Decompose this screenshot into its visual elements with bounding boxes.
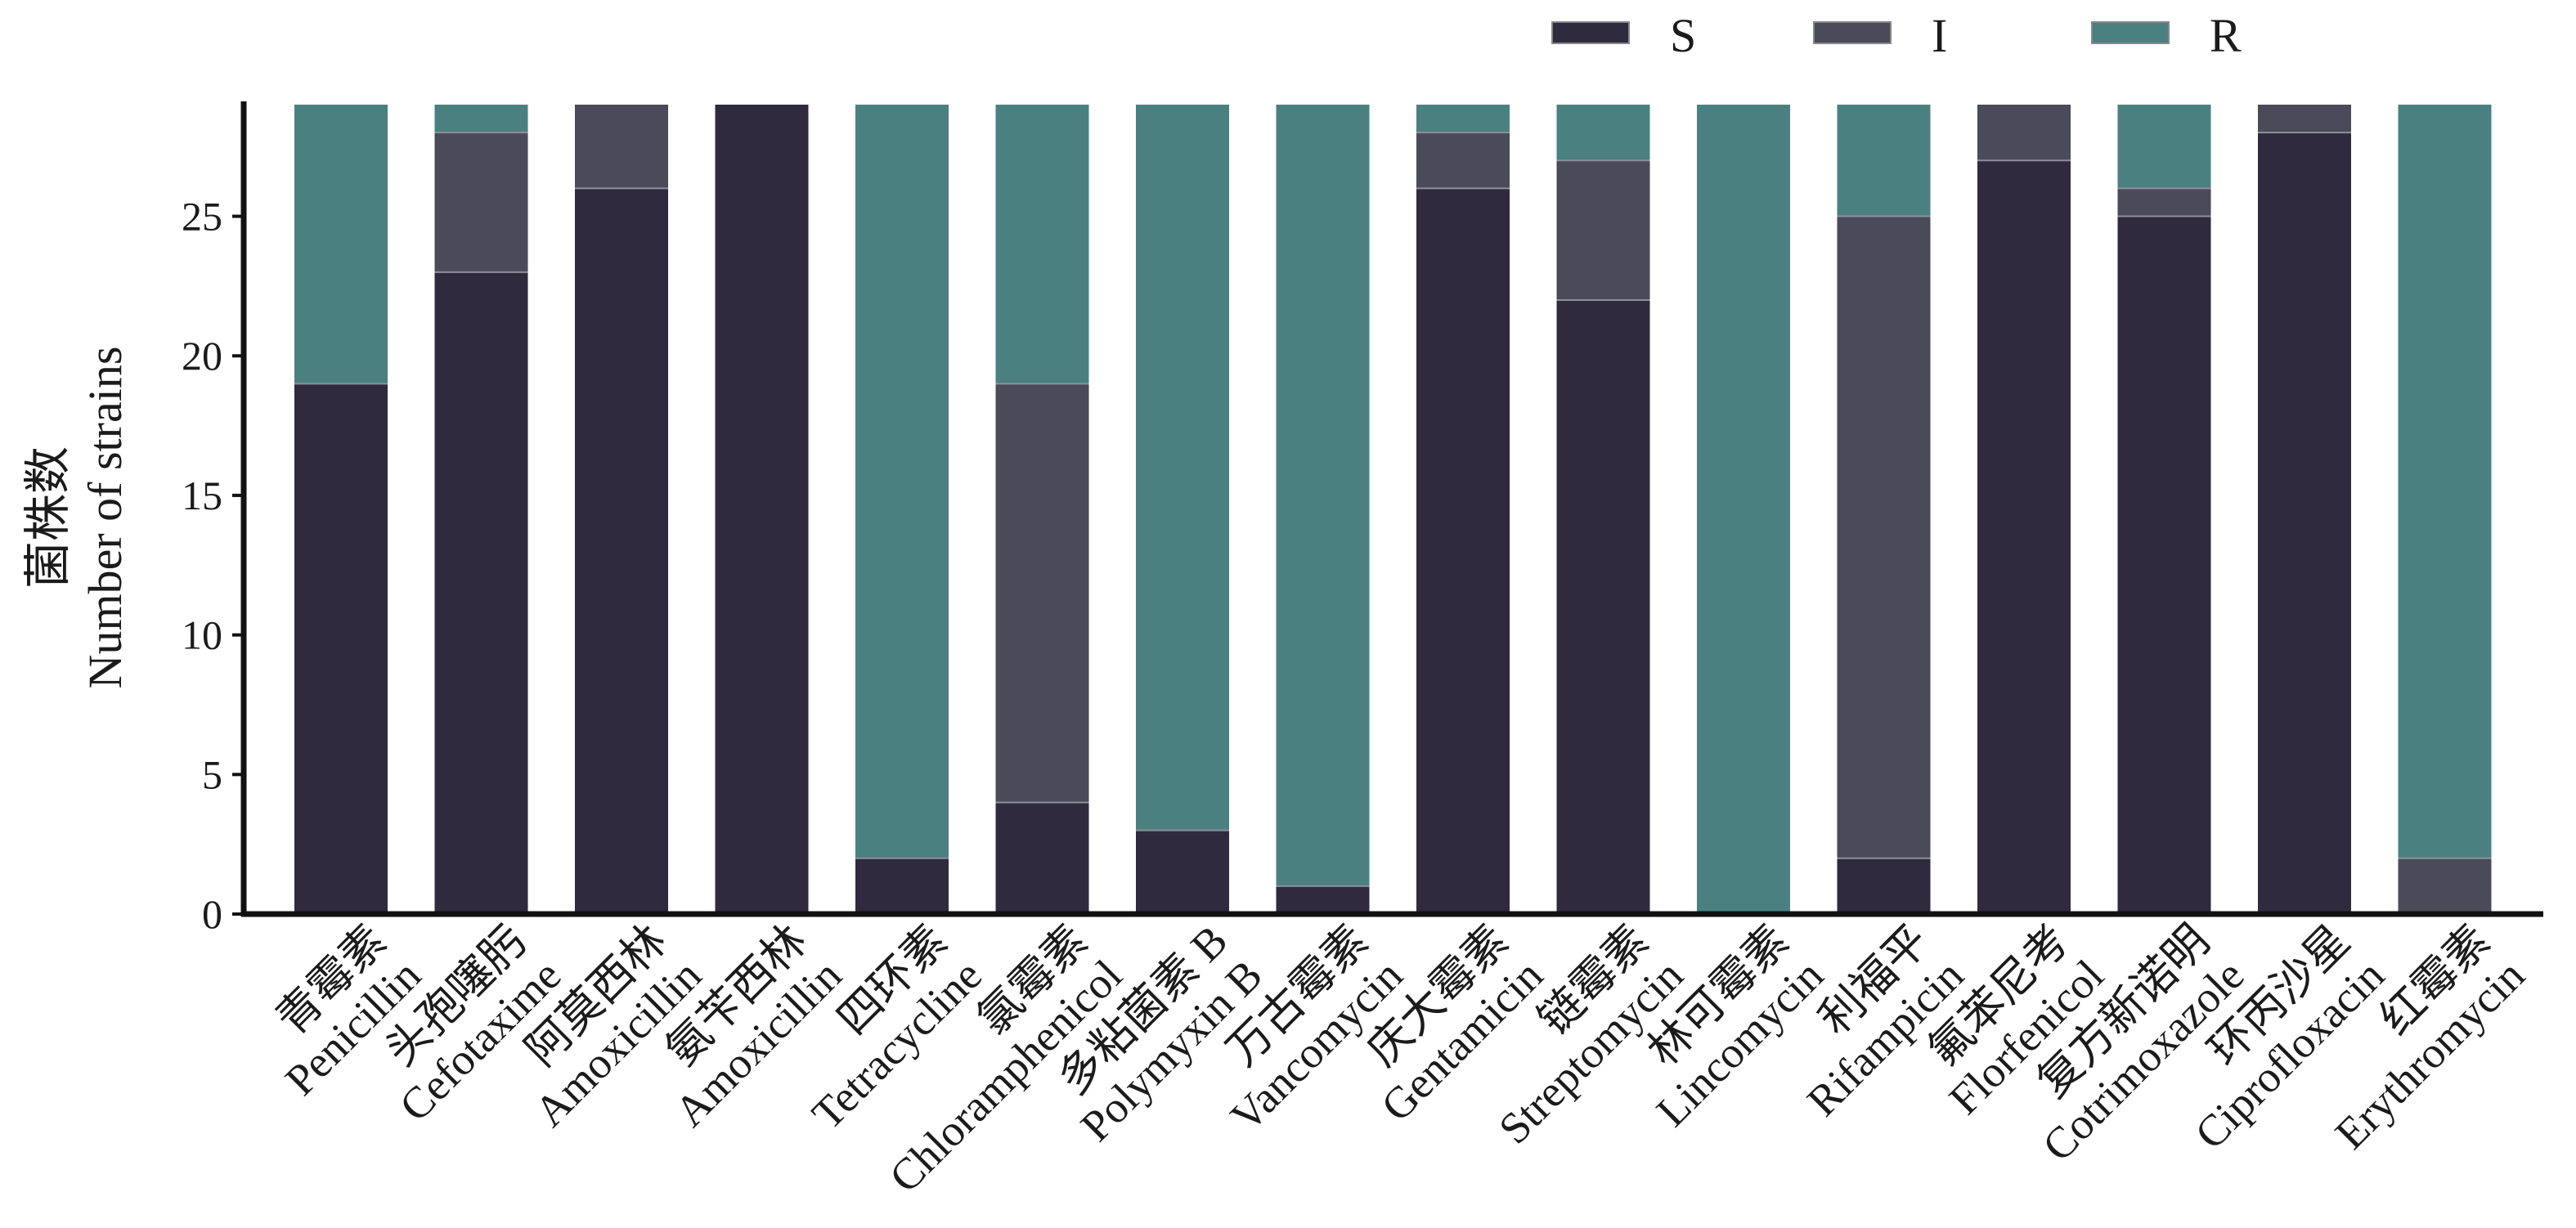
bar-segment-s xyxy=(855,858,949,914)
bar-segment-i xyxy=(995,383,1089,803)
bars xyxy=(294,105,2492,915)
bar-segment-s xyxy=(1977,160,2071,914)
bar-segment-r xyxy=(1556,105,1650,161)
bar-segment-r xyxy=(1697,105,1790,914)
legend-label-r: R xyxy=(2210,9,2242,62)
bar-segment-s xyxy=(1837,858,1931,914)
bar-segment-r xyxy=(2117,105,2211,189)
legend-label-s: S xyxy=(1670,9,1696,62)
y-axis-title-cn: 菌株数 xyxy=(21,446,74,589)
bar-segment-s xyxy=(2117,216,2211,914)
bar-segment-i xyxy=(1837,216,1931,858)
bar-segment-i xyxy=(434,132,528,272)
bar-segment-r xyxy=(294,105,388,384)
legend-swatch-i xyxy=(1813,21,1892,44)
bar-segment-i xyxy=(2398,858,2492,914)
y-axis-title-en: Number of strains xyxy=(79,347,132,689)
bar-segment-i xyxy=(575,105,668,189)
bar-segment-r xyxy=(1837,105,1931,217)
bar-segment-s xyxy=(1556,299,1650,915)
bar-segment-s xyxy=(294,383,388,914)
bar-segment-i xyxy=(2117,188,2211,217)
bar-segment-s xyxy=(2258,132,2351,914)
bar-segment-r xyxy=(434,105,528,133)
y-tick-label: 0 xyxy=(202,891,222,937)
bar-segment-r xyxy=(1416,105,1510,133)
bar-segment-s xyxy=(1136,830,1229,914)
bar-segment-r xyxy=(1136,105,1229,831)
bar-segment-r xyxy=(995,105,1089,384)
legend-swatch-s xyxy=(1551,21,1630,44)
y-tick-label: 25 xyxy=(182,194,222,240)
bar-segment-s xyxy=(715,105,809,914)
axes: 0 5 10 15 20 25 xyxy=(182,101,2543,937)
y-tick-label: 20 xyxy=(182,333,222,379)
legend-swatch-r xyxy=(2091,21,2170,44)
y-tick-label: 5 xyxy=(202,751,222,797)
bar-segment-r xyxy=(2398,105,2492,858)
x-axis-labels: 青霉素Penicillin头孢噻肟Cefotaxime阿莫西林Amoxicill… xyxy=(267,916,2534,1202)
legend-label-i: I xyxy=(1932,9,1947,62)
bar-segment-i xyxy=(2258,105,2351,133)
bar-segment-s xyxy=(575,188,668,914)
y-tick-label: 15 xyxy=(182,473,222,518)
bar-segment-s xyxy=(1416,188,1510,914)
bar-segment-r xyxy=(1276,105,1370,886)
bar-segment-r xyxy=(855,105,949,858)
bar-segment-i xyxy=(1416,132,1510,189)
y-tick-label: 10 xyxy=(182,612,222,658)
bar-segment-s xyxy=(1276,885,1370,914)
bar-segment-s xyxy=(995,802,1089,914)
y-axis-title: 菌株数 Number of strains xyxy=(21,347,132,689)
bar-segment-i xyxy=(1977,105,2071,161)
bar-segment-s xyxy=(434,271,528,915)
bar-segment-i xyxy=(1556,160,1650,300)
